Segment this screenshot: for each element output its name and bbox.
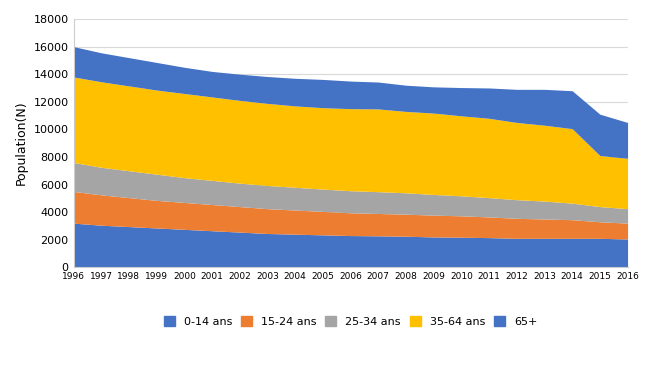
Legend: 0-14 ans, 15-24 ans, 25-34 ans, 35-64 ans, 65+: 0-14 ans, 15-24 ans, 25-34 ans, 35-64 an… [160,312,542,331]
Y-axis label: Population(N): Population(N) [15,101,28,185]
